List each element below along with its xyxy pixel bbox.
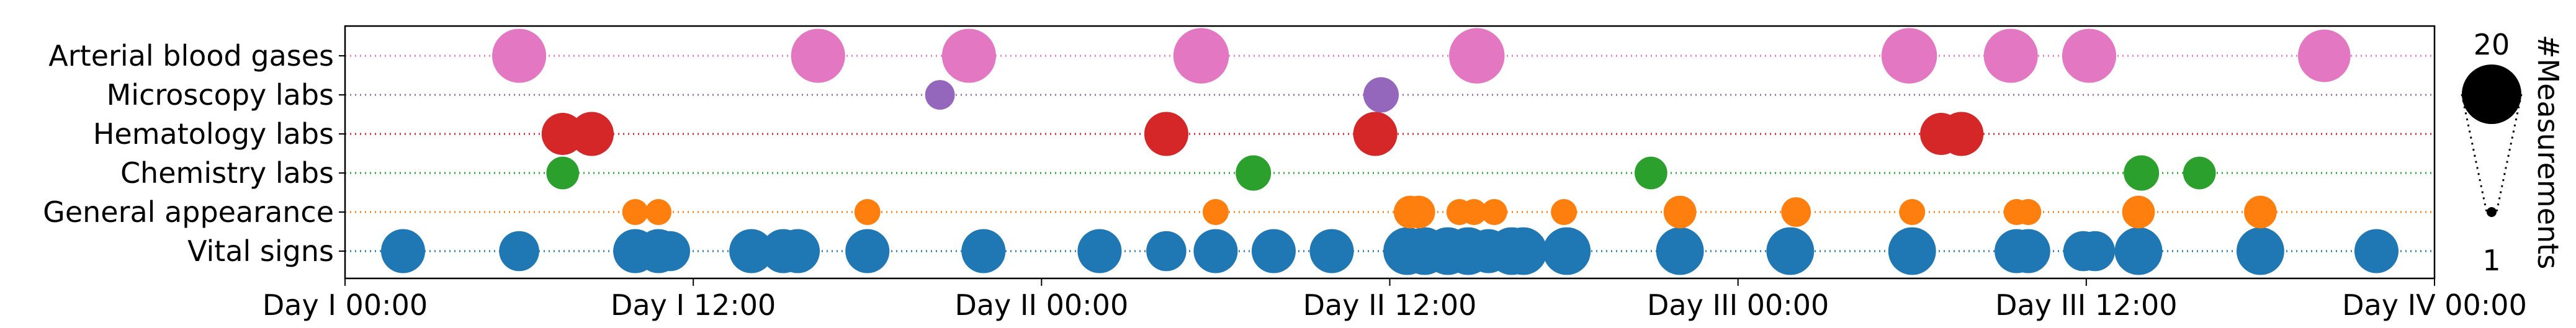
point-vital-signs-32 bbox=[2354, 229, 2399, 273]
point-microscopy-labs-1 bbox=[1363, 77, 1399, 113]
x-tick-label-1: Day I 12:00 bbox=[611, 288, 776, 322]
point-vital-signs-27 bbox=[2006, 229, 2050, 273]
y-label-microscopy-labs: Microscopy labs bbox=[107, 78, 334, 112]
point-general-appearance-1 bbox=[645, 199, 672, 225]
legend-circle-min bbox=[2487, 207, 2497, 217]
y-label-chemistry-labs: Chemistry labs bbox=[120, 156, 334, 190]
legend-guide-left bbox=[2461, 94, 2488, 213]
point-general-appearance-8 bbox=[1481, 199, 1507, 225]
legend-min-label: 1 bbox=[2482, 244, 2500, 277]
y-label-arterial-blood-gases: Arterial blood gases bbox=[48, 39, 334, 73]
point-chemistry-labs-3 bbox=[2124, 155, 2160, 191]
point-general-appearance-9 bbox=[1551, 199, 1577, 225]
point-vital-signs-11 bbox=[1146, 231, 1187, 272]
point-vital-signs-21 bbox=[1499, 227, 1548, 275]
point-general-appearance-0 bbox=[622, 199, 648, 225]
points bbox=[380, 28, 2399, 275]
point-chemistry-labs-2 bbox=[1635, 156, 1667, 190]
point-vital-signs-31 bbox=[2236, 227, 2284, 275]
y-tick-labels: Vital signs General appearance Chemistry l… bbox=[43, 39, 334, 268]
point-chemistry-labs-0 bbox=[546, 156, 580, 190]
y-label-vital-signs: Vital signs bbox=[187, 234, 334, 268]
point-vital-signs-25 bbox=[1888, 227, 1936, 275]
point-vital-signs-14 bbox=[1309, 229, 1354, 273]
point-general-appearance-3 bbox=[1202, 199, 1229, 225]
point-hematology-labs-3 bbox=[1353, 112, 1398, 156]
point-arterial-blood-gases-2 bbox=[941, 29, 996, 83]
x-tick-label-0: Day I 00:00 bbox=[263, 288, 428, 322]
point-hematology-labs-2 bbox=[1144, 112, 1188, 156]
point-vital-signs-5 bbox=[729, 229, 774, 273]
point-arterial-blood-gases-8 bbox=[2297, 29, 2351, 82]
point-chemistry-labs-4 bbox=[2183, 156, 2216, 190]
x-tick-label-3: Day II 12:00 bbox=[1303, 288, 1477, 322]
point-general-appearance-16 bbox=[2244, 195, 2277, 229]
point-hematology-labs-5 bbox=[1939, 112, 1984, 156]
x-ticks: Day I 00:00 Day I 12:00 Day II 00:00 Day II… bbox=[263, 278, 2527, 322]
y-label-hematology-labs: Hematology labs bbox=[93, 117, 334, 151]
point-arterial-blood-gases-1 bbox=[791, 29, 845, 83]
point-vital-signs-22 bbox=[1543, 227, 1591, 275]
point-vital-signs-29 bbox=[2075, 231, 2116, 272]
row-lines bbox=[339, 55, 2435, 252]
point-arterial-blood-gases-6 bbox=[1983, 29, 2038, 83]
y-label-general-appearance: General appearance bbox=[43, 195, 334, 229]
point-vital-signs-1 bbox=[499, 231, 539, 272]
point-arterial-blood-gases-0 bbox=[492, 29, 547, 83]
point-general-appearance-2 bbox=[854, 199, 881, 225]
point-vital-signs-23 bbox=[1656, 227, 1704, 275]
point-arterial-blood-gases-5 bbox=[1881, 28, 1937, 84]
legend-guide-right bbox=[2495, 94, 2523, 213]
point-vital-signs-4 bbox=[650, 231, 691, 272]
point-vital-signs-12 bbox=[1193, 229, 1238, 273]
x-tick-label-2: Day II 00:00 bbox=[954, 288, 1128, 322]
point-hematology-labs-1 bbox=[569, 112, 614, 156]
point-vital-signs-9 bbox=[961, 229, 1006, 273]
x-tick-label-4: Day III 00:00 bbox=[1647, 288, 1829, 322]
point-vital-signs-10 bbox=[1077, 229, 1122, 273]
legend-max-label: 20 bbox=[2474, 28, 2510, 61]
point-general-appearance-14 bbox=[2015, 199, 2042, 225]
point-vital-signs-24 bbox=[1766, 227, 1815, 275]
point-general-appearance-12 bbox=[1899, 199, 1926, 225]
point-vital-signs-30 bbox=[2114, 227, 2163, 275]
point-arterial-blood-gases-3 bbox=[1173, 28, 1229, 84]
point-general-appearance-7 bbox=[1461, 199, 1488, 225]
point-vital-signs-8 bbox=[845, 229, 890, 273]
legend-title: #Measurements bbox=[2531, 35, 2565, 269]
x-tick-label-5: Day III 12:00 bbox=[1995, 288, 2177, 322]
point-general-appearance-5 bbox=[1402, 195, 1435, 229]
point-chemistry-labs-1 bbox=[1236, 155, 1272, 191]
point-vital-signs-7 bbox=[775, 229, 820, 273]
point-arterial-blood-gases-4 bbox=[1449, 28, 1505, 84]
point-vital-signs-13 bbox=[1251, 229, 1296, 273]
legend-circle-max bbox=[2462, 64, 2521, 124]
x-tick-label-6: Day IV 00:00 bbox=[2342, 288, 2527, 322]
point-general-appearance-15 bbox=[2122, 195, 2155, 229]
point-arterial-blood-gases-7 bbox=[2062, 29, 2117, 83]
point-microscopy-labs-0 bbox=[925, 80, 955, 110]
point-general-appearance-10 bbox=[1663, 195, 1697, 229]
point-vital-signs-0 bbox=[380, 229, 426, 273]
point-general-appearance-11 bbox=[1781, 197, 1811, 227]
size-legend: 20 1 #Measurements bbox=[2461, 28, 2565, 277]
